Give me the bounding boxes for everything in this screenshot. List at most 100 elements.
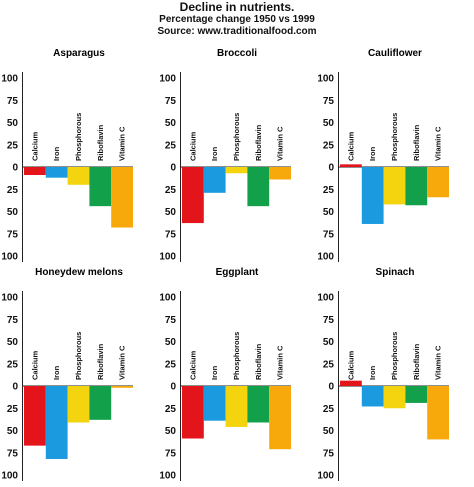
y-tick-label: 100	[1, 252, 18, 263]
category-label: Iron	[210, 146, 219, 161]
y-tick-label: 0	[328, 382, 334, 393]
category-label: Riboflavin	[96, 343, 105, 380]
category-label: Riboflavin	[254, 343, 263, 380]
y-tick-label: 100	[159, 471, 176, 482]
y-tick-label: 100	[1, 74, 18, 85]
y-tick-label: 50	[165, 207, 177, 218]
y-tick-label: 25	[323, 185, 335, 196]
category-label: Iron	[368, 365, 377, 380]
bar-phosphorous	[225, 167, 248, 174]
figure-subtitle: Percentage change 1950 vs 1999	[159, 14, 315, 25]
panel-title: Spinach	[376, 267, 415, 278]
y-tick-label: 75	[165, 229, 177, 240]
y-tick-label: 25	[323, 140, 335, 151]
bar-vitamin-c	[111, 386, 133, 388]
bar-calcium	[182, 167, 204, 224]
y-tick-label: 0	[328, 163, 334, 174]
y-tick-label: 50	[165, 118, 177, 129]
panel-honeydew-melons: Honeydew melons 100 75 50 25 0 25 50 75 100 Calciu…	[1, 267, 133, 482]
y-tick-label: 25	[7, 359, 19, 370]
bar-calcium	[340, 380, 362, 386]
y-tick-label: 75	[323, 315, 335, 326]
bar-calcium	[182, 386, 204, 439]
y-tick-label: 50	[323, 337, 335, 348]
y-tick-label: 75	[165, 448, 177, 459]
category-label: Iron	[368, 146, 377, 161]
bar-riboflavin	[247, 167, 270, 207]
category-label: Calcium	[188, 350, 197, 380]
y-tick-label: 0	[170, 163, 176, 174]
y-tick-label: 100	[317, 471, 334, 482]
y-tick-label: 50	[323, 426, 335, 437]
y-tick-label: 50	[323, 207, 335, 218]
y-tick-label: 100	[1, 471, 18, 482]
bar-vitamin-c	[111, 167, 133, 228]
panel-cauliflower: Cauliflower 100 75 50 25 0 25 50 75 100 Calcium Iro…	[317, 48, 449, 263]
category-label: Calcium	[346, 131, 355, 161]
panel-title: Asparagus	[53, 48, 105, 59]
bar-phosphorous	[225, 386, 248, 427]
panel-spinach: Spinach 100 75 50 25 0 25 50 75 100 Calcium Iron Pho…	[317, 267, 449, 482]
bar-riboflavin	[89, 167, 112, 207]
bar-riboflavin	[247, 386, 270, 423]
category-label: Riboflavin	[412, 343, 421, 380]
y-tick-label: 0	[170, 382, 176, 393]
bar-iron	[361, 167, 384, 224]
bar-phosphorous	[67, 386, 90, 423]
y-tick-label: 25	[7, 185, 19, 196]
bar-vitamin-c	[427, 386, 449, 440]
y-tick-label: 75	[7, 229, 19, 240]
y-tick-label: 50	[7, 118, 19, 129]
bar-iron	[203, 167, 226, 193]
category-label: Phosphorous	[232, 113, 241, 161]
y-tick-label: 75	[7, 315, 19, 326]
y-tick-label: 75	[7, 96, 19, 107]
y-tick-label: 0	[12, 163, 18, 174]
panel-title: Honeydew melons	[35, 267, 123, 278]
y-tick-label: 25	[165, 185, 177, 196]
category-label: Vitamin C	[118, 345, 127, 380]
category-label: Phosphorous	[390, 113, 399, 161]
y-tick-label: 75	[165, 96, 177, 107]
y-tick-label: 50	[7, 337, 19, 348]
y-tick-label: 100	[159, 252, 176, 263]
category-label: Iron	[52, 365, 61, 380]
bar-phosphorous	[383, 386, 406, 409]
bar-calcium	[340, 164, 362, 167]
bar-iron	[45, 386, 68, 459]
category-label: Calcium	[30, 131, 39, 161]
panel-asparagus: Asparagus 100 75 50 25 0 25 50 75 100 Calcium Iron P…	[1, 48, 133, 263]
bar-phosphorous	[383, 167, 406, 205]
y-tick-label: 100	[159, 74, 176, 85]
figure-source: Source: www.traditionalfood.com	[157, 26, 317, 37]
y-tick-label: 25	[323, 404, 335, 415]
bar-phosphorous	[67, 167, 90, 185]
y-tick-label: 25	[323, 359, 335, 370]
category-label: Calcium	[346, 350, 355, 380]
y-tick-label: 0	[12, 382, 18, 393]
category-label: Iron	[210, 365, 219, 380]
category-label: Vitamin C	[434, 345, 443, 380]
y-tick-label: 75	[323, 96, 335, 107]
category-label: Riboflavin	[96, 124, 105, 161]
category-label: Vitamin C	[276, 345, 285, 380]
y-tick-label: 50	[165, 426, 177, 437]
bar-riboflavin	[405, 167, 428, 206]
y-tick-label: 100	[1, 293, 18, 304]
y-tick-label: 50	[165, 337, 177, 348]
y-tick-label: 100	[317, 74, 334, 85]
category-label: Phosphorous	[74, 332, 83, 380]
panel-eggplant: Eggplant 100 75 50 25 0 25 50 75 100 Calcium Iron Ph…	[159, 267, 291, 482]
y-tick-label: 25	[165, 359, 177, 370]
bar-calcium	[24, 386, 46, 446]
bar-iron	[45, 167, 68, 178]
panel-broccoli: Broccoli 100 75 50 25 0 25 50 75 100 Calcium Iron Ph…	[159, 48, 291, 263]
y-tick-label: 75	[7, 448, 19, 459]
category-label: Riboflavin	[254, 124, 263, 161]
figure-title: Decline in nutrients.	[179, 0, 295, 14]
panel-title: Cauliflower	[368, 48, 422, 59]
category-label: Riboflavin	[412, 124, 421, 161]
y-tick-label: 100	[317, 293, 334, 304]
